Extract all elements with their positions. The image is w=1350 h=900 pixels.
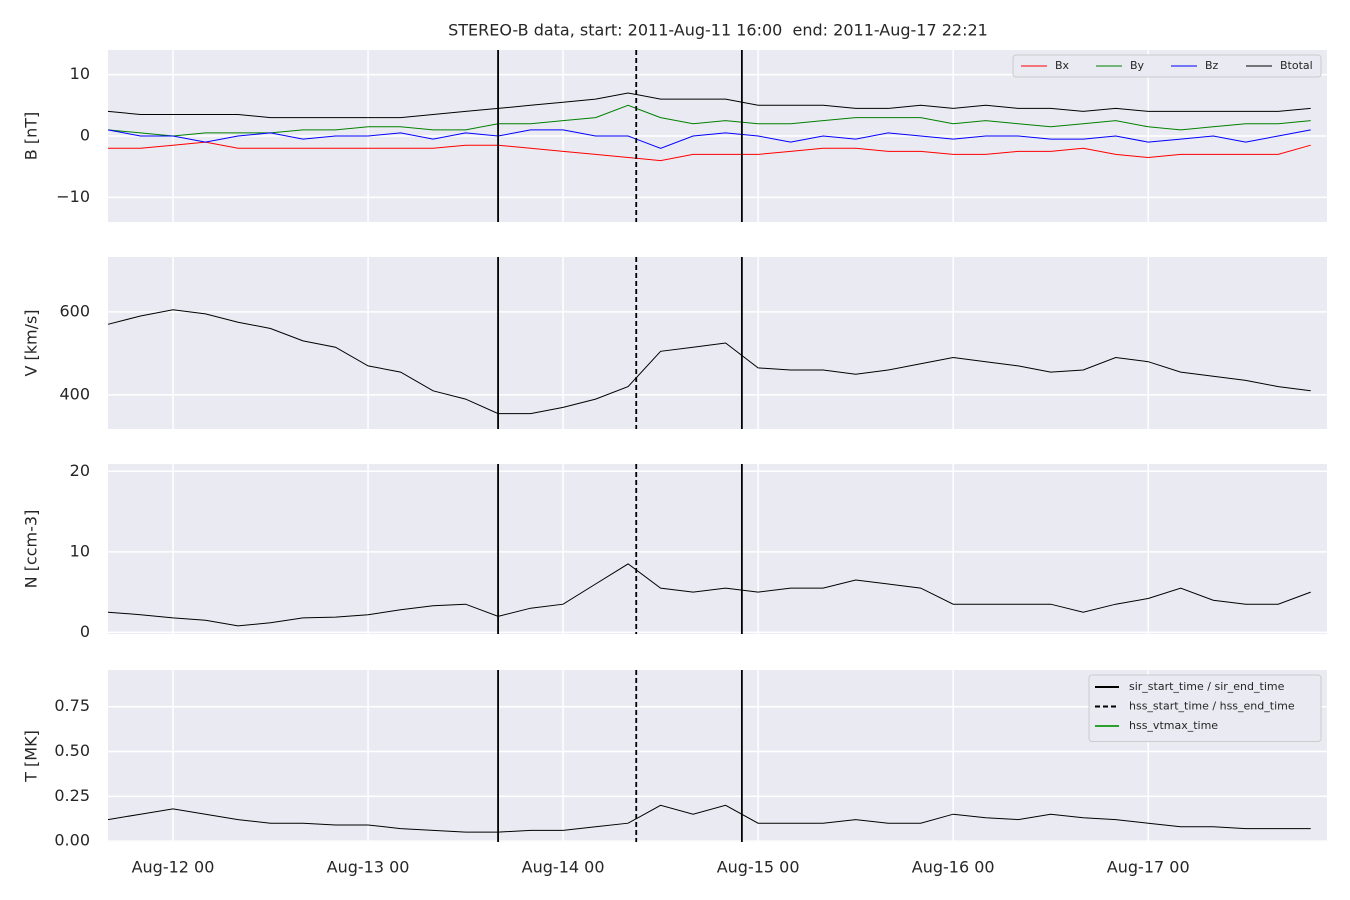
legend: Bx By Bz Btotal: [1012, 54, 1322, 78]
data-line: [108, 141, 1311, 162]
legend-box: [1012, 54, 1322, 78]
data-line: [107, 129, 1311, 149]
legend-label: By: [1130, 59, 1145, 72]
y-tick-label: 0.50: [54, 741, 90, 760]
x-tick-label: Aug-17 00: [1107, 858, 1190, 877]
y-axis-label: B [nT]: [22, 112, 41, 160]
y-tick-label: 0: [80, 622, 90, 641]
data-line: [107, 804, 1311, 833]
plot-area: [108, 464, 1327, 634]
x-tick-label: Aug-13 00: [327, 858, 410, 877]
y-tick-label: 0.00: [54, 831, 90, 850]
legend-label: Btotal: [1280, 59, 1313, 72]
x-tick-label: Aug-16 00: [912, 858, 995, 877]
y-tick-label: 600: [59, 301, 90, 320]
y-axis-label: V [km/s]: [22, 309, 41, 376]
x-tick-label: Aug-15 00: [717, 858, 800, 877]
y-tick-label: 0.75: [54, 696, 90, 715]
x-tick-label: Aug-14 00: [522, 858, 605, 877]
legend-label: sir_start_time / sir_end_time: [1129, 680, 1285, 693]
data-line: [107, 92, 1311, 119]
y-tick-label: 0.25: [54, 786, 90, 805]
y-axis-label: N [ccm-3]: [22, 510, 41, 589]
legend-label: Bx: [1055, 59, 1070, 72]
data-line: [107, 309, 1311, 415]
chart-title: STEREO-B data, start: 2011-Aug-11 16:00 …: [448, 21, 988, 40]
x-tick-label: Aug-12 00: [132, 858, 215, 877]
y-tick-label: 10: [70, 541, 90, 560]
data-line: [107, 104, 1311, 137]
y-tick-label: 0: [80, 126, 90, 145]
y-tick-label: 10: [70, 64, 90, 83]
y-tick-label: 20: [70, 461, 90, 480]
data-line: [107, 563, 1311, 627]
legend-label: Bz: [1205, 59, 1219, 72]
legend-box: [1088, 674, 1322, 742]
legend-label: hss_start_time / hss_end_time: [1129, 700, 1295, 713]
y-axis-label: T [MK]: [22, 730, 41, 783]
y-tick-label: −10: [56, 187, 90, 206]
legend-label: hss_vtmax_time: [1129, 719, 1218, 732]
plot-area: [108, 257, 1327, 429]
legend: sir_start_time / sir_end_time hss_start_t…: [1088, 674, 1322, 742]
y-tick-label: 400: [59, 384, 90, 403]
